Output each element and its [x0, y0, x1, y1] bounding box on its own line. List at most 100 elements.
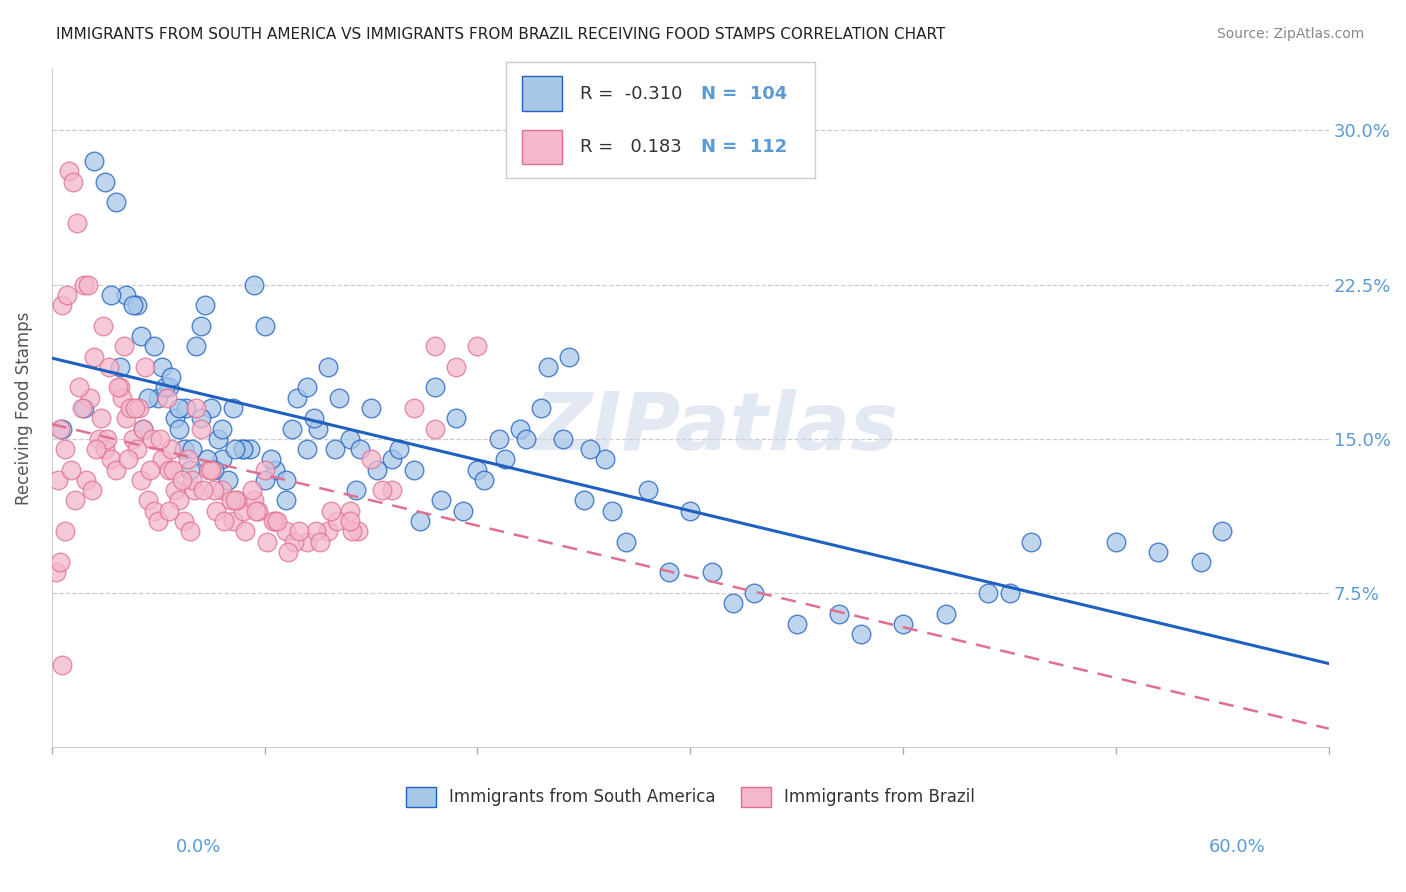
Point [179, 524, 201, 539]
Point [530, 401, 553, 415]
Point [121, 432, 143, 446]
Point [381, 483, 404, 498]
Point [849, 627, 872, 641]
Point [160, 442, 183, 456]
Point [388, 442, 411, 456]
Point [87, 432, 110, 446]
Point [200, 463, 222, 477]
Point [339, 504, 361, 518]
Point [211, 452, 233, 467]
Point [62, 175, 84, 189]
Point [202, 463, 225, 477]
Point [307, 421, 329, 435]
Point [253, 473, 276, 487]
Point [195, 452, 218, 467]
Y-axis label: Receiving Food Stamps: Receiving Food Stamps [15, 311, 32, 505]
Point [349, 442, 371, 456]
Point [152, 452, 174, 467]
Point [112, 339, 135, 353]
Point [488, 432, 510, 446]
Point [173, 514, 195, 528]
Point [120, 401, 142, 415]
Point [96, 432, 118, 446]
Point [1019, 534, 1042, 549]
Point [679, 504, 702, 518]
Point [90, 411, 112, 425]
Point [243, 493, 266, 508]
Point [430, 493, 453, 508]
Point [658, 566, 681, 580]
Point [108, 380, 131, 394]
Point [129, 329, 152, 343]
Point [207, 432, 229, 446]
Text: N =  112: N = 112 [702, 138, 787, 156]
Point [224, 493, 246, 508]
Point [305, 524, 328, 539]
Point [136, 493, 159, 508]
Point [402, 463, 425, 477]
Point [179, 463, 201, 477]
Point [935, 607, 957, 621]
Point [243, 277, 266, 292]
Point [146, 514, 169, 528]
Point [73, 277, 96, 292]
Point [53, 524, 76, 539]
Text: Source: ZipAtlas.com: Source: ZipAtlas.com [1216, 27, 1364, 41]
Point [347, 524, 370, 539]
Point [86, 442, 108, 456]
Point [128, 401, 150, 415]
Point [190, 318, 212, 333]
Point [318, 359, 340, 374]
Text: 0.0%: 0.0% [176, 838, 221, 856]
Point [169, 401, 191, 415]
Point [295, 380, 318, 394]
Point [323, 442, 346, 456]
Point [169, 493, 191, 508]
Text: IMMIGRANTS FROM SOUTH AMERICA VS IMMIGRANTS FROM BRAZIL RECEIVING FOOD STAMPS CO: IMMIGRANTS FROM SOUTH AMERICA VS IMMIGRA… [56, 27, 946, 42]
Point [339, 514, 361, 528]
Point [211, 421, 233, 435]
Point [58, 164, 80, 178]
Point [360, 452, 382, 467]
Point [247, 504, 270, 518]
Text: R =   0.183: R = 0.183 [581, 138, 682, 156]
Point [235, 524, 257, 539]
Point [537, 359, 560, 374]
Point [232, 504, 254, 518]
Point [75, 473, 97, 487]
Point [94, 175, 117, 189]
Point [319, 504, 342, 518]
Point [593, 452, 616, 467]
Point [977, 586, 1000, 600]
Point [152, 359, 174, 374]
Point [83, 350, 105, 364]
Point [467, 339, 489, 353]
Point [211, 483, 233, 498]
Point [186, 401, 208, 415]
Point [134, 359, 156, 374]
Text: R =  -0.310: R = -0.310 [581, 85, 683, 103]
Point [91, 318, 114, 333]
Point [339, 432, 361, 446]
Point [370, 483, 392, 498]
Point [828, 607, 851, 621]
Point [70, 401, 93, 415]
Point [295, 534, 318, 549]
Point [253, 318, 276, 333]
Point [183, 483, 205, 498]
Point [1147, 545, 1170, 559]
Point [160, 370, 183, 384]
Point [173, 442, 195, 456]
Text: N =  104: N = 104 [702, 85, 787, 103]
Point [177, 452, 200, 467]
Point [73, 401, 96, 415]
Point [509, 421, 531, 435]
Point [998, 586, 1021, 600]
Point [94, 442, 117, 456]
Point [124, 401, 146, 415]
Point [104, 195, 127, 210]
Point [467, 463, 489, 477]
Point [67, 380, 90, 394]
Point [366, 463, 388, 477]
Point [240, 483, 263, 498]
